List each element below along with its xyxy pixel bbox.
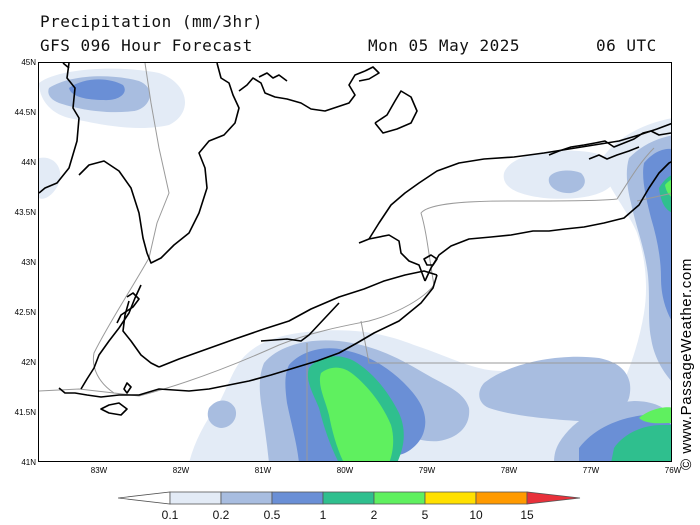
colorbar-arrow-left	[118, 491, 171, 505]
colorbar-segment	[220, 491, 273, 505]
forecast-time: 06 UTC	[596, 36, 657, 55]
precipitation-map	[38, 62, 672, 462]
precip-shading	[39, 68, 671, 461]
lat-label: 41N	[21, 458, 36, 467]
legend-label: 2	[370, 508, 378, 522]
map-title: Precipitation (mm/3hr)	[40, 12, 263, 31]
colorbar-segment	[424, 491, 477, 505]
legend-label: 0.5	[263, 508, 281, 522]
lat-label: 42.5N	[14, 308, 36, 317]
colorbar-arrow-right	[526, 491, 581, 505]
lon-label: 80W	[336, 466, 354, 475]
lon-label: 83W	[90, 466, 108, 475]
lon-label: 82W	[172, 466, 190, 475]
lat-label: 43N	[21, 258, 36, 267]
lat-label: 42N	[21, 358, 36, 367]
legend-label: 1	[319, 508, 327, 522]
coastlines	[39, 63, 671, 416]
colorbar-segment	[475, 491, 528, 505]
legend-label: 0.2	[212, 508, 230, 522]
precip-colorbar	[118, 491, 581, 505]
legend-label: 10	[469, 508, 483, 522]
lat-label: 44.5N	[14, 108, 36, 117]
forecast-date: Mon 05 May 2025	[368, 36, 520, 55]
colorbar-segment	[271, 491, 324, 505]
colorbar-segment	[169, 491, 222, 505]
lon-label: 77W	[582, 466, 600, 475]
lat-label: 43.5N	[14, 208, 36, 217]
lon-label: 76W	[664, 466, 682, 475]
legend-label: 15	[520, 508, 534, 522]
lat-label: 44N	[21, 158, 36, 167]
lon-label: 79W	[418, 466, 436, 475]
colorbar-segment	[373, 491, 426, 505]
lat-label: 41.5N	[14, 408, 36, 417]
lat-label: 45N	[21, 58, 36, 67]
lon-label: 81W	[254, 466, 272, 475]
lon-label: 78W	[500, 466, 518, 475]
site-watermark: © www.PassageWeather.com	[678, 258, 695, 470]
forecast-subtitle: GFS 096 Hour Forecast	[40, 36, 253, 55]
colorbar-segment	[322, 491, 375, 505]
map-canvas	[39, 63, 671, 461]
border-lines	[39, 63, 671, 461]
legend-label: 5	[421, 508, 429, 522]
legend-label: 0.1	[161, 508, 179, 522]
